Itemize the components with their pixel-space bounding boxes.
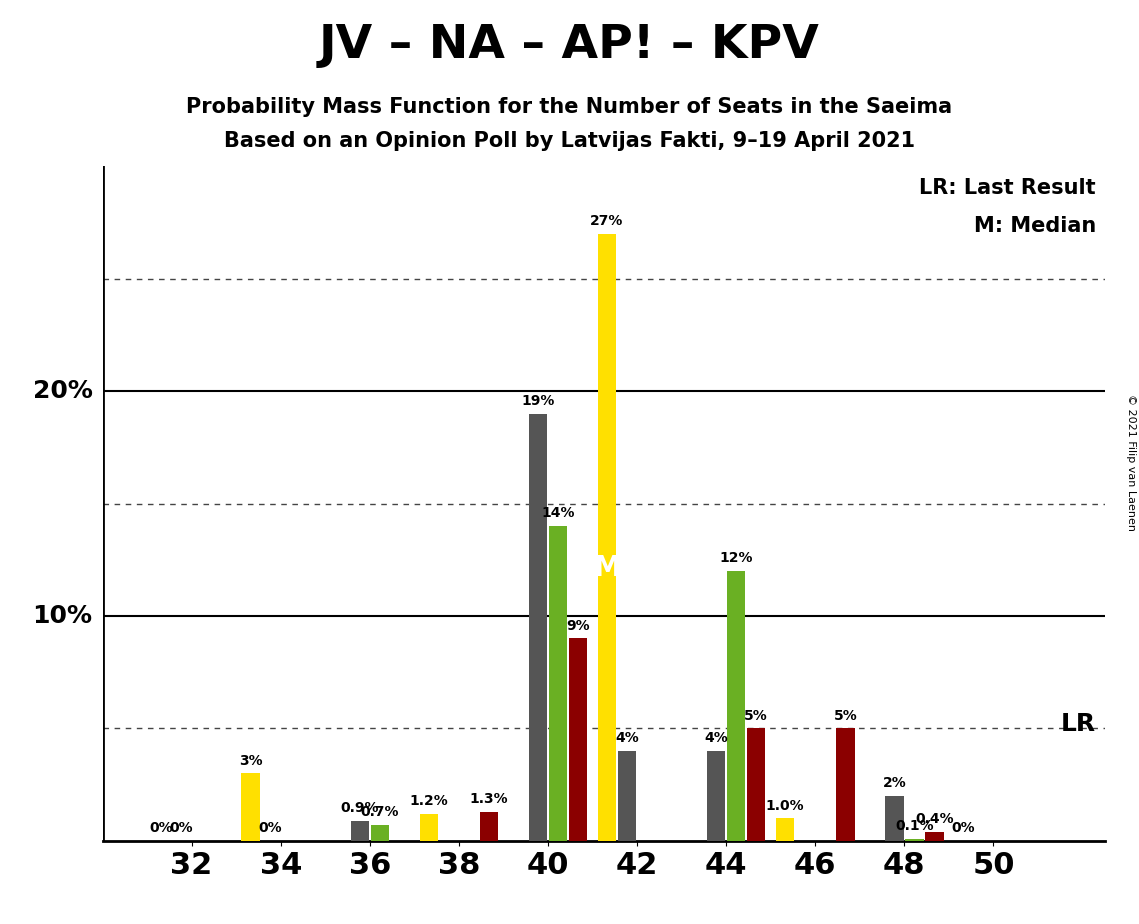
Bar <box>617 751 637 841</box>
Text: JV – NA – AP! – KPV: JV – NA – AP! – KPV <box>319 23 820 68</box>
Text: 4%: 4% <box>704 731 728 746</box>
Text: 0.1%: 0.1% <box>895 819 934 833</box>
Bar <box>528 414 547 841</box>
Text: 0%: 0% <box>149 821 173 835</box>
Bar <box>568 638 588 841</box>
Text: 10%: 10% <box>33 604 92 628</box>
Bar <box>549 526 567 841</box>
Text: M: Median: M: Median <box>974 216 1096 236</box>
Text: 1.3%: 1.3% <box>469 792 508 806</box>
Text: 14%: 14% <box>541 506 575 520</box>
Text: Based on an Opinion Poll by Latvijas Fakti, 9–19 April 2021: Based on an Opinion Poll by Latvijas Fak… <box>224 131 915 152</box>
Text: 0.4%: 0.4% <box>915 812 953 826</box>
Bar <box>370 825 390 841</box>
Text: 5%: 5% <box>834 709 858 723</box>
Text: 19%: 19% <box>522 394 555 408</box>
Text: 2%: 2% <box>883 776 907 790</box>
Bar <box>906 839 924 841</box>
Bar <box>727 571 745 841</box>
Text: 9%: 9% <box>566 619 590 633</box>
Bar <box>480 811 498 841</box>
Text: 1.2%: 1.2% <box>409 795 448 808</box>
Text: © 2021 Filip van Laenen: © 2021 Filip van Laenen <box>1126 394 1136 530</box>
Text: 20%: 20% <box>33 379 92 403</box>
Bar <box>836 728 854 841</box>
Bar <box>707 751 726 841</box>
Text: 0%: 0% <box>951 821 975 835</box>
Bar <box>241 773 260 841</box>
Text: 5%: 5% <box>745 709 768 723</box>
Text: LR: Last Result: LR: Last Result <box>919 177 1096 198</box>
Text: 0%: 0% <box>259 821 282 835</box>
Bar <box>747 728 765 841</box>
Bar <box>885 796 903 841</box>
Text: M: M <box>593 553 621 582</box>
Text: 4%: 4% <box>615 731 639 746</box>
Bar <box>351 821 369 841</box>
Text: Probability Mass Function for the Number of Seats in the Saeima: Probability Mass Function for the Number… <box>187 97 952 117</box>
Bar <box>419 814 439 841</box>
Bar <box>598 234 616 841</box>
Bar <box>776 819 794 841</box>
Text: 1.0%: 1.0% <box>765 798 804 813</box>
Text: LR: LR <box>1060 711 1096 736</box>
Bar <box>925 832 943 841</box>
Text: 12%: 12% <box>720 552 753 565</box>
Text: 3%: 3% <box>239 754 262 768</box>
Text: 0.7%: 0.7% <box>361 806 399 820</box>
Text: 27%: 27% <box>590 214 624 228</box>
Text: 0%: 0% <box>170 821 194 835</box>
Text: 0.9%: 0.9% <box>341 801 379 815</box>
